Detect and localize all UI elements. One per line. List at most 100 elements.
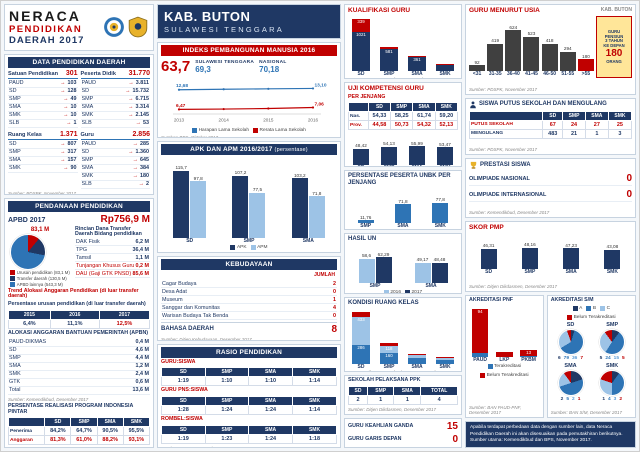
bar-group: 13 PKBM (517, 306, 539, 364)
row-value: 0,4 M (135, 339, 149, 346)
row-value: 4,4 M (135, 355, 149, 362)
cell-value: 1:14 (292, 405, 337, 416)
legend-label: A (579, 305, 583, 311)
cell-value: 58,25 (390, 111, 414, 122)
section-title: AKREDITASI S/M (550, 297, 594, 304)
bar-category: SMA (397, 223, 409, 230)
ipm-nas-label: NASIONAL (259, 59, 287, 65)
bar-value: 523 (527, 31, 536, 37)
bar-group: 55,99 SMA (404, 132, 430, 166)
legend-chip (376, 370, 382, 372)
legend-label: Belum Terakreditasi (486, 372, 529, 378)
table-row: 1:19 1:10 1:10 1:14 (161, 376, 337, 387)
bar-category: SD (485, 268, 493, 275)
stat-title: Satuan Pendidikan (8, 70, 59, 77)
cell-value: 61,74 (412, 111, 436, 122)
apbn-title: ALOKASI ANGGARAN BANTUAN PEMERINTAH (APB… (8, 330, 149, 337)
bar (414, 262, 431, 284)
bahasa-daerah-row: BAHASA DAERAH 8 (161, 322, 337, 335)
bar (469, 65, 486, 72)
bar-value: 77,8 (435, 197, 445, 203)
rasio-guru-pns-title: GURU PNS:SISWA (161, 387, 208, 394)
bar (480, 248, 497, 269)
section-title: RASIO PENDIDIKAN (161, 346, 337, 358)
stack-segment (380, 343, 398, 346)
cell-value: 44,58 (367, 120, 392, 131)
data-row: SMK → 2.145 (80, 112, 150, 120)
legend-item: APK (230, 244, 247, 250)
ipm-prov-label: SULAWESI TENGGARA (195, 59, 255, 65)
row-value: 49 (70, 96, 77, 103)
column-header: SMA (584, 110, 609, 121)
row-value: 6.715 (135, 96, 150, 103)
cell-value: 84,2% (44, 426, 72, 437)
ipm-nas-value: 70,18 (259, 64, 280, 74)
row-value: 1,2 M (135, 363, 149, 370)
column-header: SD (161, 367, 206, 378)
bar-category: SMK (606, 268, 618, 275)
bar-category: SMK (434, 223, 446, 230)
note-line: KE DEPAN (603, 43, 625, 49)
column-header: SMP (204, 396, 250, 407)
cell-value: 1:24 (248, 433, 294, 444)
table: SD SMP SMA TOTAL 2 1 1 4 (348, 386, 458, 405)
pip-table: SD SMP SMA SMK Penerima 84,2% 64,7% 90,5% 95,5% A… (7, 417, 151, 446)
bar-category: SMK (439, 71, 451, 78)
table-row: 6,4% 11,1% 12,5% (8, 319, 151, 330)
cell-value: 1 (584, 128, 609, 139)
data-row: Tamsil 1,1 M (75, 254, 150, 263)
slice-value: 15 (613, 355, 620, 361)
stat-total: 1.371 (59, 130, 78, 138)
arrow-icon: → (132, 173, 138, 180)
data-row: SLB → 1 (8, 120, 78, 128)
siswa-putus-table: SD SMP SMA SMK PUTUS SEKOLAH 67 24 27 25 MENGULAN… (468, 110, 633, 139)
hasil-un-section: HASIL UN 58,6 62,29 SMP 49,17 48,48 SMA 2016 20… (344, 232, 462, 295)
column-header: SMK (434, 102, 459, 113)
student-icon (470, 101, 476, 108)
data-row: Sanggar dan Komunitas 4 (161, 304, 337, 313)
arrow-icon: → (63, 112, 69, 119)
arrow-icon: → (63, 96, 69, 103)
rasio-rombel-title: ROMBEL:SISWA (161, 416, 203, 423)
bar-value: 55,99 (411, 140, 423, 146)
row-label: SD (81, 149, 90, 156)
kebudayaan-col-header: JUMLAH (314, 272, 335, 279)
table: 2015 2016 2017 6,4% 11,1% 12,5% (8, 310, 151, 330)
pie-chart (599, 369, 626, 396)
row-label: Warisan Budaya Tak Benda (162, 312, 229, 319)
bar-group: 361 SMA (404, 16, 430, 78)
row-value: 0,2 M (135, 262, 149, 269)
stat-total: 301 (65, 69, 78, 77)
cell-value: 1:24 (248, 405, 294, 416)
row-label: SMK (81, 112, 94, 119)
kondisi-chart: 433286SD118160SMPSMASMKBaikRusak RinganR… (348, 309, 458, 372)
olimpiade-internasional-row: OLIMPIADE INTERNASIONAL 0 (469, 188, 632, 203)
data-row: SMP → 6.715 (80, 96, 150, 104)
bar-category: SMP (243, 237, 255, 244)
apbd-pie-block: 83,1 M Urusan pendidikan (83,1 M) Transfe… (8, 227, 72, 287)
data-row: Tunjangan Khusus Guru 0,2 M (75, 262, 150, 271)
row-value: 13,6 M (132, 387, 149, 394)
section-title: PRESTASI SISWA (480, 162, 531, 169)
section-title: AKREDITASI PNF (469, 297, 514, 304)
row-value: 90 (70, 165, 77, 172)
stack-segment (520, 355, 537, 357)
stat-guru: Guru 2.856 PAUD → 285 SD → 1.360 SMP → 645 SMA → 384… (80, 131, 150, 189)
row-value: 2 (146, 181, 149, 188)
cell-value: 59,20 (434, 111, 459, 122)
cell-value: 4 (420, 395, 458, 405)
bar-category: >55 (581, 71, 591, 78)
bar-group: 54,13 SMP (376, 132, 402, 166)
row-label: DAU (Gaji GTK PNSD) (76, 270, 132, 277)
legend-label: Terakreditasi (494, 363, 522, 369)
kualifikasi-guru-section: KUALIFIKASI GURU 339 1021 SD 581 SMP 361 SMA SM… (344, 4, 462, 80)
column-header: SMP (70, 417, 98, 428)
row-value: 36,4 M (132, 246, 149, 253)
stat-title: Peserta Didik (80, 70, 116, 77)
table: SD SMP SMA SMK Nas. 54,33 58,25 61,74 59,20 Prov.… (348, 102, 459, 131)
legend-chip (567, 314, 573, 320)
svg-text:2016: 2016 (308, 118, 319, 123)
cell-value: 50,73 (390, 120, 414, 131)
